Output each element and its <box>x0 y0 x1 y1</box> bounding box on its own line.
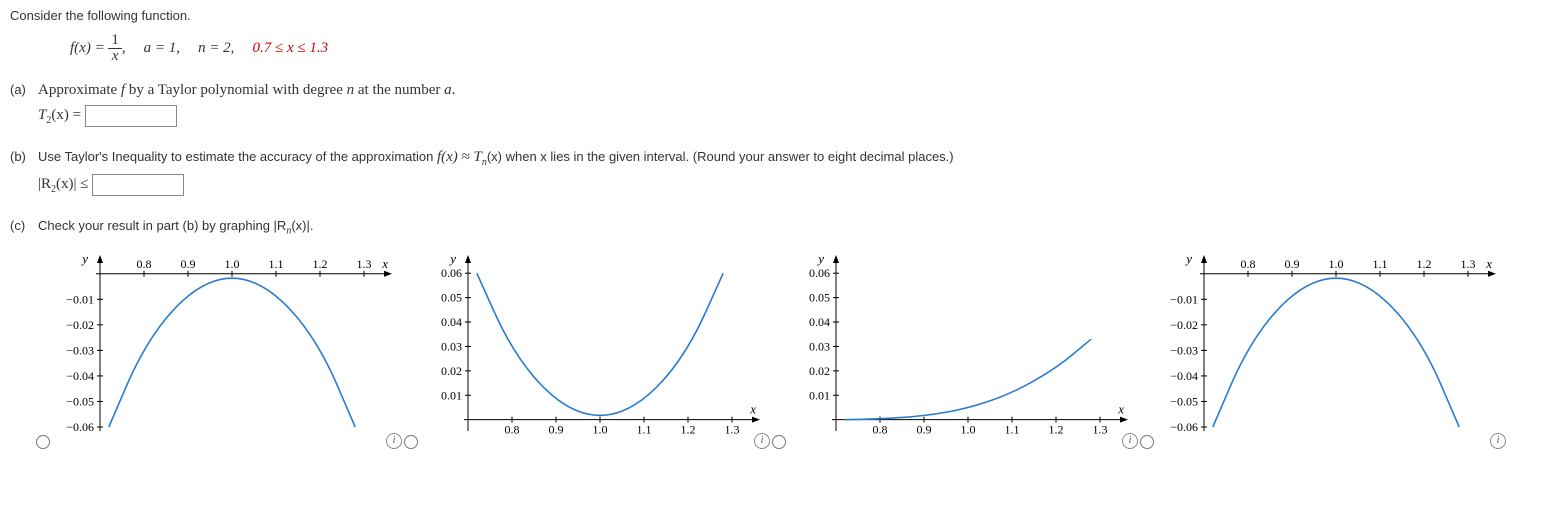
part-b-label: (b) <box>10 149 38 164</box>
part-c-label: (c) <box>10 218 38 233</box>
svg-text:1.1: 1.1 <box>1373 256 1388 270</box>
svg-text:−0.02: −0.02 <box>66 317 94 331</box>
radio-1[interactable] <box>36 435 50 449</box>
graph-option-1[interactable]: x y 0.8 0.9 1.0 1.1 1.2 1.3 −0.01 −0.02 −0.03 −0.04… <box>50 247 400 447</box>
graph-option-2[interactable]: x y 0.8 0.9 1.0 1.1 1.2 1.3 0.01 0.02 0.03 0.04 0.05… <box>418 247 768 447</box>
part-a-answer: T2(x) = <box>38 105 1556 127</box>
part-c-text: Check your result in part (b) by graphin… <box>38 218 313 237</box>
part-b-answer: |R2(x)| ≤ <box>38 174 1556 196</box>
graph-options: x y 0.8 0.9 1.0 1.1 1.2 1.3 −0.01 −0.02 −0.03 −0.04… <box>50 247 1556 447</box>
svg-text:0.04: 0.04 <box>441 315 462 329</box>
part-a-row: (a) Approximate f by a Taylor polynomial… <box>10 82 1556 99</box>
radio-4[interactable] <box>1140 435 1154 449</box>
t2-input[interactable] <box>85 105 177 127</box>
svg-text:−0.01: −0.01 <box>66 292 94 306</box>
svg-text:y: y <box>80 251 88 266</box>
radio-3[interactable] <box>772 435 786 449</box>
svg-text:0.05: 0.05 <box>441 290 462 304</box>
t2-lhs: T2(x) = <box>38 107 81 123</box>
info-icon[interactable]: i <box>1122 433 1138 449</box>
svg-text:−0.05: −0.05 <box>66 394 94 408</box>
fraction: 1 x <box>108 33 122 64</box>
svg-text:1.2: 1.2 <box>681 422 696 436</box>
a-eq: a = 1, <box>144 40 180 56</box>
svg-text:−0.06: −0.06 <box>66 420 94 434</box>
svg-text:x: x <box>1117 401 1124 416</box>
svg-text:1.0: 1.0 <box>225 256 240 270</box>
svg-text:x: x <box>381 255 388 270</box>
svg-text:1.2: 1.2 <box>1049 422 1064 436</box>
svg-text:0.9: 0.9 <box>917 422 932 436</box>
svg-text:1.3: 1.3 <box>1093 422 1108 436</box>
svg-text:−0.03: −0.03 <box>66 343 94 357</box>
svg-text:0.03: 0.03 <box>809 339 830 353</box>
svg-text:y: y <box>448 251 456 266</box>
part-b-row: (b) Use Taylor's Inequality to estimate … <box>10 149 1556 168</box>
svg-text:1.2: 1.2 <box>313 256 328 270</box>
part-a-label: (a) <box>10 82 38 97</box>
svg-text:y: y <box>1184 251 1192 266</box>
svg-text:−0.03: −0.03 <box>1170 343 1198 357</box>
r2-lhs: |R2(x)| ≤ <box>38 176 89 192</box>
intro-text: Consider the following function. <box>10 8 1556 23</box>
fx-eq: f(x) = <box>70 40 105 56</box>
radio-2[interactable] <box>404 435 418 449</box>
svg-text:1.0: 1.0 <box>593 422 608 436</box>
graph-option-4[interactable]: x y 0.8 0.9 1.0 1.1 1.2 1.3 −0.01 −0.02 −0.03 −0.04… <box>1154 247 1504 447</box>
svg-text:0.8: 0.8 <box>137 256 152 270</box>
svg-text:0.9: 0.9 <box>549 422 564 436</box>
svg-text:1.1: 1.1 <box>1005 422 1020 436</box>
svg-text:0.02: 0.02 <box>809 363 830 377</box>
part-a-text: Approximate f by a Taylor polynomial wit… <box>38 82 455 99</box>
svg-text:1.1: 1.1 <box>269 256 284 270</box>
svg-text:1.0: 1.0 <box>1329 256 1344 270</box>
svg-text:0.9: 0.9 <box>181 256 196 270</box>
part-b-text: Use Taylor's Inequality to estimate the … <box>38 149 954 168</box>
svg-text:x: x <box>1485 255 1492 270</box>
function-definition: f(x) = 1 x , a = 1, n = 2, 0.7 ≤ x ≤ 1.3 <box>70 33 328 64</box>
svg-text:0.03: 0.03 <box>441 339 462 353</box>
r2-input[interactable] <box>92 174 184 196</box>
part-c-row: (c) Check your result in part (b) by gra… <box>10 218 1556 237</box>
info-icon[interactable]: i <box>754 433 770 449</box>
svg-text:1.1: 1.1 <box>637 422 652 436</box>
svg-text:0.02: 0.02 <box>441 363 462 377</box>
svg-text:y: y <box>816 251 824 266</box>
frac-num: 1 <box>108 33 122 49</box>
n-eq: n = 2, <box>198 40 234 56</box>
svg-text:−0.06: −0.06 <box>1170 420 1198 434</box>
svg-text:0.8: 0.8 <box>1241 256 1256 270</box>
svg-text:0.05: 0.05 <box>809 290 830 304</box>
comma: , <box>122 40 126 56</box>
svg-text:0.04: 0.04 <box>809 315 830 329</box>
interval: 0.7 ≤ x ≤ 1.3 <box>253 40 329 56</box>
svg-text:0.06: 0.06 <box>809 266 830 280</box>
svg-text:1.3: 1.3 <box>1461 256 1476 270</box>
svg-text:−0.01: −0.01 <box>1170 292 1198 306</box>
svg-text:0.8: 0.8 <box>873 422 888 436</box>
svg-text:1.3: 1.3 <box>725 422 740 436</box>
info-icon[interactable]: i <box>1490 433 1506 449</box>
svg-text:0.8: 0.8 <box>505 422 520 436</box>
svg-text:1.0: 1.0 <box>961 422 976 436</box>
svg-text:−0.04: −0.04 <box>1170 369 1198 383</box>
svg-text:1.2: 1.2 <box>1417 256 1432 270</box>
graph-option-3[interactable]: x y 0.8 0.9 1.0 1.1 1.2 1.3 0.01 0.02 0.03 0.04 0.05… <box>786 247 1136 447</box>
svg-text:0.06: 0.06 <box>441 266 462 280</box>
svg-text:0.01: 0.01 <box>809 388 830 402</box>
svg-text:−0.05: −0.05 <box>1170 394 1198 408</box>
svg-text:−0.02: −0.02 <box>1170 317 1198 331</box>
svg-text:0.01: 0.01 <box>441 388 462 402</box>
svg-text:x: x <box>749 401 756 416</box>
info-icon[interactable]: i <box>386 433 402 449</box>
frac-den: x <box>108 49 122 64</box>
svg-text:1.3: 1.3 <box>357 256 372 270</box>
svg-text:0.9: 0.9 <box>1285 256 1300 270</box>
svg-text:−0.04: −0.04 <box>66 369 94 383</box>
